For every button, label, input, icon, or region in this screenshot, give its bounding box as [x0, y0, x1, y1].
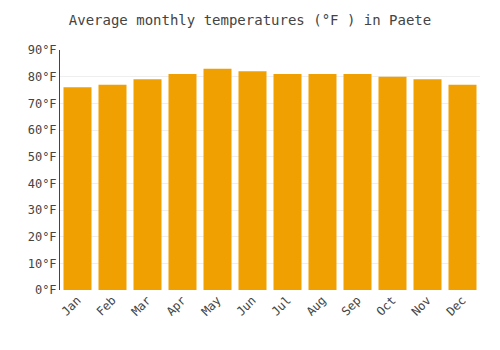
svg-text:Mar: Mar — [129, 293, 154, 318]
svg-text:Feb: Feb — [94, 293, 119, 318]
svg-text:70°F: 70°F — [28, 97, 57, 111]
svg-text:May: May — [199, 293, 224, 318]
svg-text:Jan: Jan — [59, 293, 84, 318]
svg-text:60°F: 60°F — [28, 123, 57, 137]
svg-text:80°F: 80°F — [28, 70, 57, 84]
svg-text:Dec: Dec — [444, 293, 469, 318]
svg-text:Apr: Apr — [164, 293, 189, 318]
svg-text:Average monthly temperatures (: Average monthly temperatures (°F ) in Pa… — [69, 12, 431, 28]
svg-text:Jul: Jul — [269, 293, 294, 318]
svg-text:50°F: 50°F — [28, 150, 57, 164]
svg-text:20°F: 20°F — [28, 230, 57, 244]
svg-text:Nov: Nov — [409, 293, 434, 318]
svg-text:30°F: 30°F — [28, 203, 57, 217]
svg-text:Oct: Oct — [374, 293, 399, 318]
svg-text:40°F: 40°F — [28, 177, 57, 191]
svg-text:Sep: Sep — [339, 293, 364, 318]
svg-text:Jun: Jun — [234, 293, 259, 318]
svg-text:0°F: 0°F — [35, 283, 57, 297]
svg-text:90°F: 90°F — [28, 43, 57, 57]
svg-text:10°F: 10°F — [28, 257, 57, 271]
svg-text:Aug: Aug — [304, 293, 329, 318]
